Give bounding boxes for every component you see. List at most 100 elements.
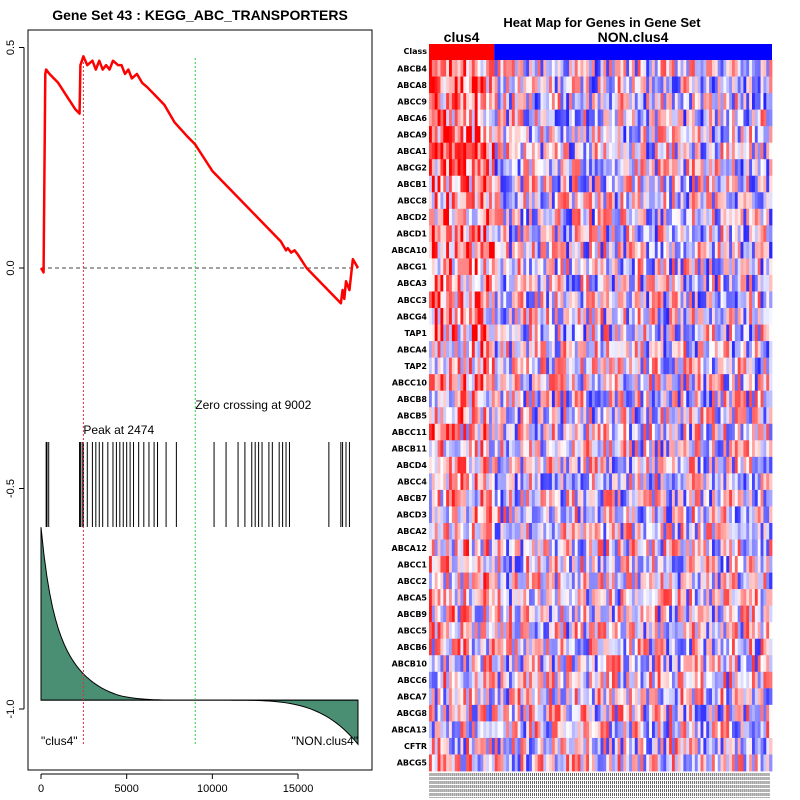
heatmap-cell [740, 605, 744, 623]
heatmap-cell [769, 688, 773, 706]
heatmap-cell [631, 93, 636, 111]
heatmap-cell [577, 274, 581, 292]
heatmap-cell [614, 324, 619, 342]
heatmap-cell [557, 126, 561, 144]
heatmap-cell [474, 324, 478, 342]
heatmap-cell [589, 489, 593, 507]
heatmap-cell [506, 572, 510, 590]
heatmap-cell [686, 357, 690, 375]
heatmap-cell [706, 506, 710, 524]
heatmap-cell [457, 159, 461, 177]
heatmap-cell [437, 390, 441, 408]
heatmap-cell [523, 291, 527, 309]
heatmap-cell [700, 109, 704, 127]
heatmap-cell [640, 109, 644, 127]
heatmap-cell [606, 291, 610, 309]
heatmap-cell [709, 407, 713, 425]
heatmap-cell [591, 60, 596, 77]
heatmap-cell [620, 274, 624, 292]
heatmap-cell [471, 704, 476, 722]
heatmap-cell [694, 341, 699, 359]
heatmap-cell [686, 126, 690, 144]
heatmap-cell [471, 622, 476, 640]
heatmap-cell [606, 539, 610, 557]
heatmap-cell [754, 93, 759, 111]
heatmap-cell [586, 638, 590, 656]
heatmap-cell [757, 308, 761, 325]
heatmap-cell [700, 407, 704, 425]
heatmap-cell [589, 76, 593, 94]
heatmap-cell [746, 324, 750, 342]
heatmap-cell [671, 622, 676, 640]
heatmap-cell [643, 522, 647, 540]
heatmap-cell [554, 522, 559, 540]
heatmap-cell [589, 274, 593, 292]
heatmap-cell [580, 605, 584, 623]
heatmap-cell [554, 407, 559, 425]
heatmap-cell [706, 390, 710, 408]
heatmap-cell [757, 506, 761, 524]
heatmap-cell [731, 208, 736, 226]
heatmap-cell [623, 704, 627, 722]
heatmap-cell [449, 308, 453, 325]
heatmap-cell [623, 506, 627, 524]
heatmap-cell [580, 440, 584, 458]
heatmap-cell [651, 159, 656, 177]
heatmap-cell [769, 208, 773, 226]
heatmap-cell [546, 556, 550, 573]
heatmap-cell [474, 572, 478, 590]
right-class-label: "NON.clus4" [291, 734, 358, 748]
heatmap-cell [494, 556, 498, 573]
heatmap-cell [697, 109, 701, 127]
heatmap-cell [660, 473, 664, 491]
heatmap-cell [517, 556, 521, 573]
heatmap-cell [637, 109, 641, 127]
heatmap-cell [509, 407, 513, 425]
heatmap-cell [446, 440, 450, 458]
heatmap-cell [506, 605, 510, 623]
heatmap-cell [486, 374, 490, 392]
heatmap-cell [469, 258, 473, 276]
heatmap-cell [651, 423, 656, 441]
heatmap-cell [729, 456, 733, 474]
heatmap-cell [674, 407, 679, 425]
heatmap-cell [551, 324, 556, 342]
heatmap-cell [577, 638, 581, 656]
heatmap-cell [640, 407, 644, 425]
heatmap-cell [460, 589, 464, 607]
heatmap-cell [620, 192, 624, 210]
heatmap-cell [583, 407, 587, 425]
heatmap-cell [666, 671, 670, 689]
heatmap-cell [669, 506, 673, 524]
heatmap-cell [603, 126, 607, 144]
heatmap-cell [677, 291, 681, 309]
heatmap-cell [691, 489, 696, 507]
heatmap-cell [706, 539, 710, 557]
heatmap-cell [449, 208, 453, 226]
heatmap-cell [657, 308, 661, 325]
heatmap-cell [489, 506, 493, 524]
heatmap-cell [540, 225, 544, 243]
heatmap-cell [494, 522, 498, 540]
heatmap-cell [723, 357, 727, 375]
heatmap-cell [706, 308, 710, 325]
heatmap-cell [680, 192, 684, 210]
heatmap-cell [677, 721, 681, 739]
heatmap-cell [454, 407, 458, 425]
heatmap-cell [560, 655, 564, 673]
heatmap-cell [491, 225, 496, 243]
heatmap-cell [454, 671, 458, 689]
heatmap-cell [540, 407, 544, 425]
heatmap-cell [743, 522, 747, 540]
heatmap-cell [474, 208, 478, 226]
heatmap-cell [763, 638, 767, 656]
heatmap-cell [717, 142, 721, 160]
heatmap-cell [474, 407, 478, 425]
heatmap-cell [457, 638, 461, 656]
heatmap-cell [517, 390, 521, 408]
heatmap-cell [540, 175, 544, 193]
heatmap-cell [483, 357, 487, 375]
heatmap-cell [711, 572, 716, 590]
heatmap-cell [614, 126, 619, 144]
heatmap-cell [589, 390, 593, 408]
